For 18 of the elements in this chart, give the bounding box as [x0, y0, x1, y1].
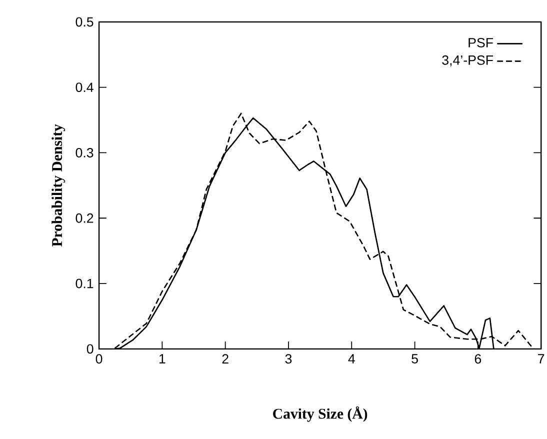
- x-tick-label: 0: [96, 354, 102, 364]
- x-tick-label: 1: [160, 354, 166, 364]
- x-tick-label: 2: [222, 354, 228, 364]
- legend-label: 3,4’-PSF: [442, 55, 493, 66]
- y-tick-label: 0.5: [76, 17, 94, 27]
- y-tick-label: 0.2: [76, 213, 94, 223]
- x-tick-label: 5: [412, 354, 418, 364]
- legend-label: PSF: [468, 38, 493, 48]
- y-tick-label: 0.4: [76, 82, 94, 92]
- x-tick-label: 4: [348, 354, 355, 364]
- y-tick-label: 0: [86, 344, 94, 354]
- x-axis-title: Cavity Size (Å): [273, 406, 368, 422]
- x-tick-label: 3: [285, 354, 292, 364]
- y-tick-label: 0.1: [76, 278, 94, 288]
- x-tick-label: 7: [538, 354, 544, 364]
- y-tick-label: 0.3: [76, 148, 94, 158]
- x-tick-label: 6: [474, 354, 482, 364]
- y-axis-title: Probability Density: [52, 124, 66, 246]
